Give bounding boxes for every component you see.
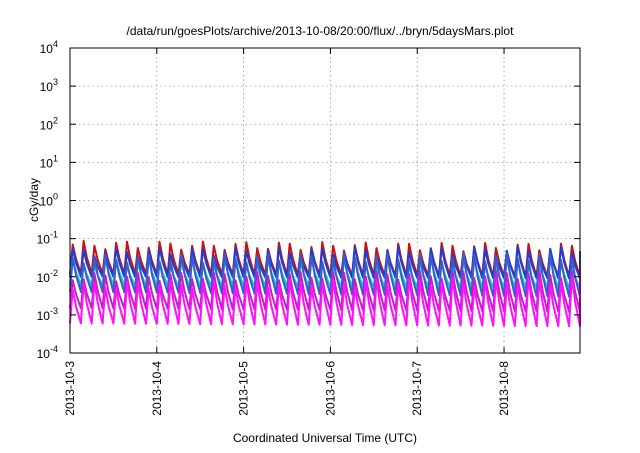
grid bbox=[70, 48, 580, 353]
x-tick-label: 2013-10-8 bbox=[497, 361, 511, 416]
y-tick-label: 100 bbox=[40, 192, 58, 209]
y-tick-label: 10-3 bbox=[37, 306, 58, 323]
y-tick-label: 102 bbox=[40, 115, 58, 132]
y-tick-label: 103 bbox=[40, 77, 58, 94]
y-tick-label: 101 bbox=[40, 153, 58, 170]
y-axis: 10-4 10-3 10-2 10-1 100 101 102 103 104 bbox=[37, 39, 580, 361]
x-tick-label: 2013-10-3 bbox=[63, 361, 77, 416]
x-tick-label: 2013-10-6 bbox=[323, 361, 337, 416]
y-axis-label: cGy/day bbox=[27, 178, 41, 222]
y-tick-label: 10-4 bbox=[37, 344, 58, 361]
y-tick-label: 104 bbox=[40, 39, 58, 56]
x-tick-label: 2013-10-4 bbox=[150, 361, 164, 416]
series-line bbox=[69, 275, 581, 328]
x-tick-label: 2013-10-7 bbox=[410, 361, 424, 416]
series-layer bbox=[69, 239, 581, 328]
y-tick-label: 10-1 bbox=[37, 230, 58, 247]
x-axis: 2013-10-3 2013-10-4 2013-10-5 2013-10-6 2013… bbox=[63, 48, 511, 416]
x-axis-label: Coordinated Universal Time (UTC) bbox=[233, 431, 417, 445]
y-tick-label: 10-2 bbox=[37, 268, 58, 285]
series-line bbox=[69, 251, 581, 298]
chart-title: /data/run/goesPlots/archive/2013-10-08/2… bbox=[127, 24, 515, 38]
x-tick-label: 2013-10-5 bbox=[237, 361, 251, 416]
